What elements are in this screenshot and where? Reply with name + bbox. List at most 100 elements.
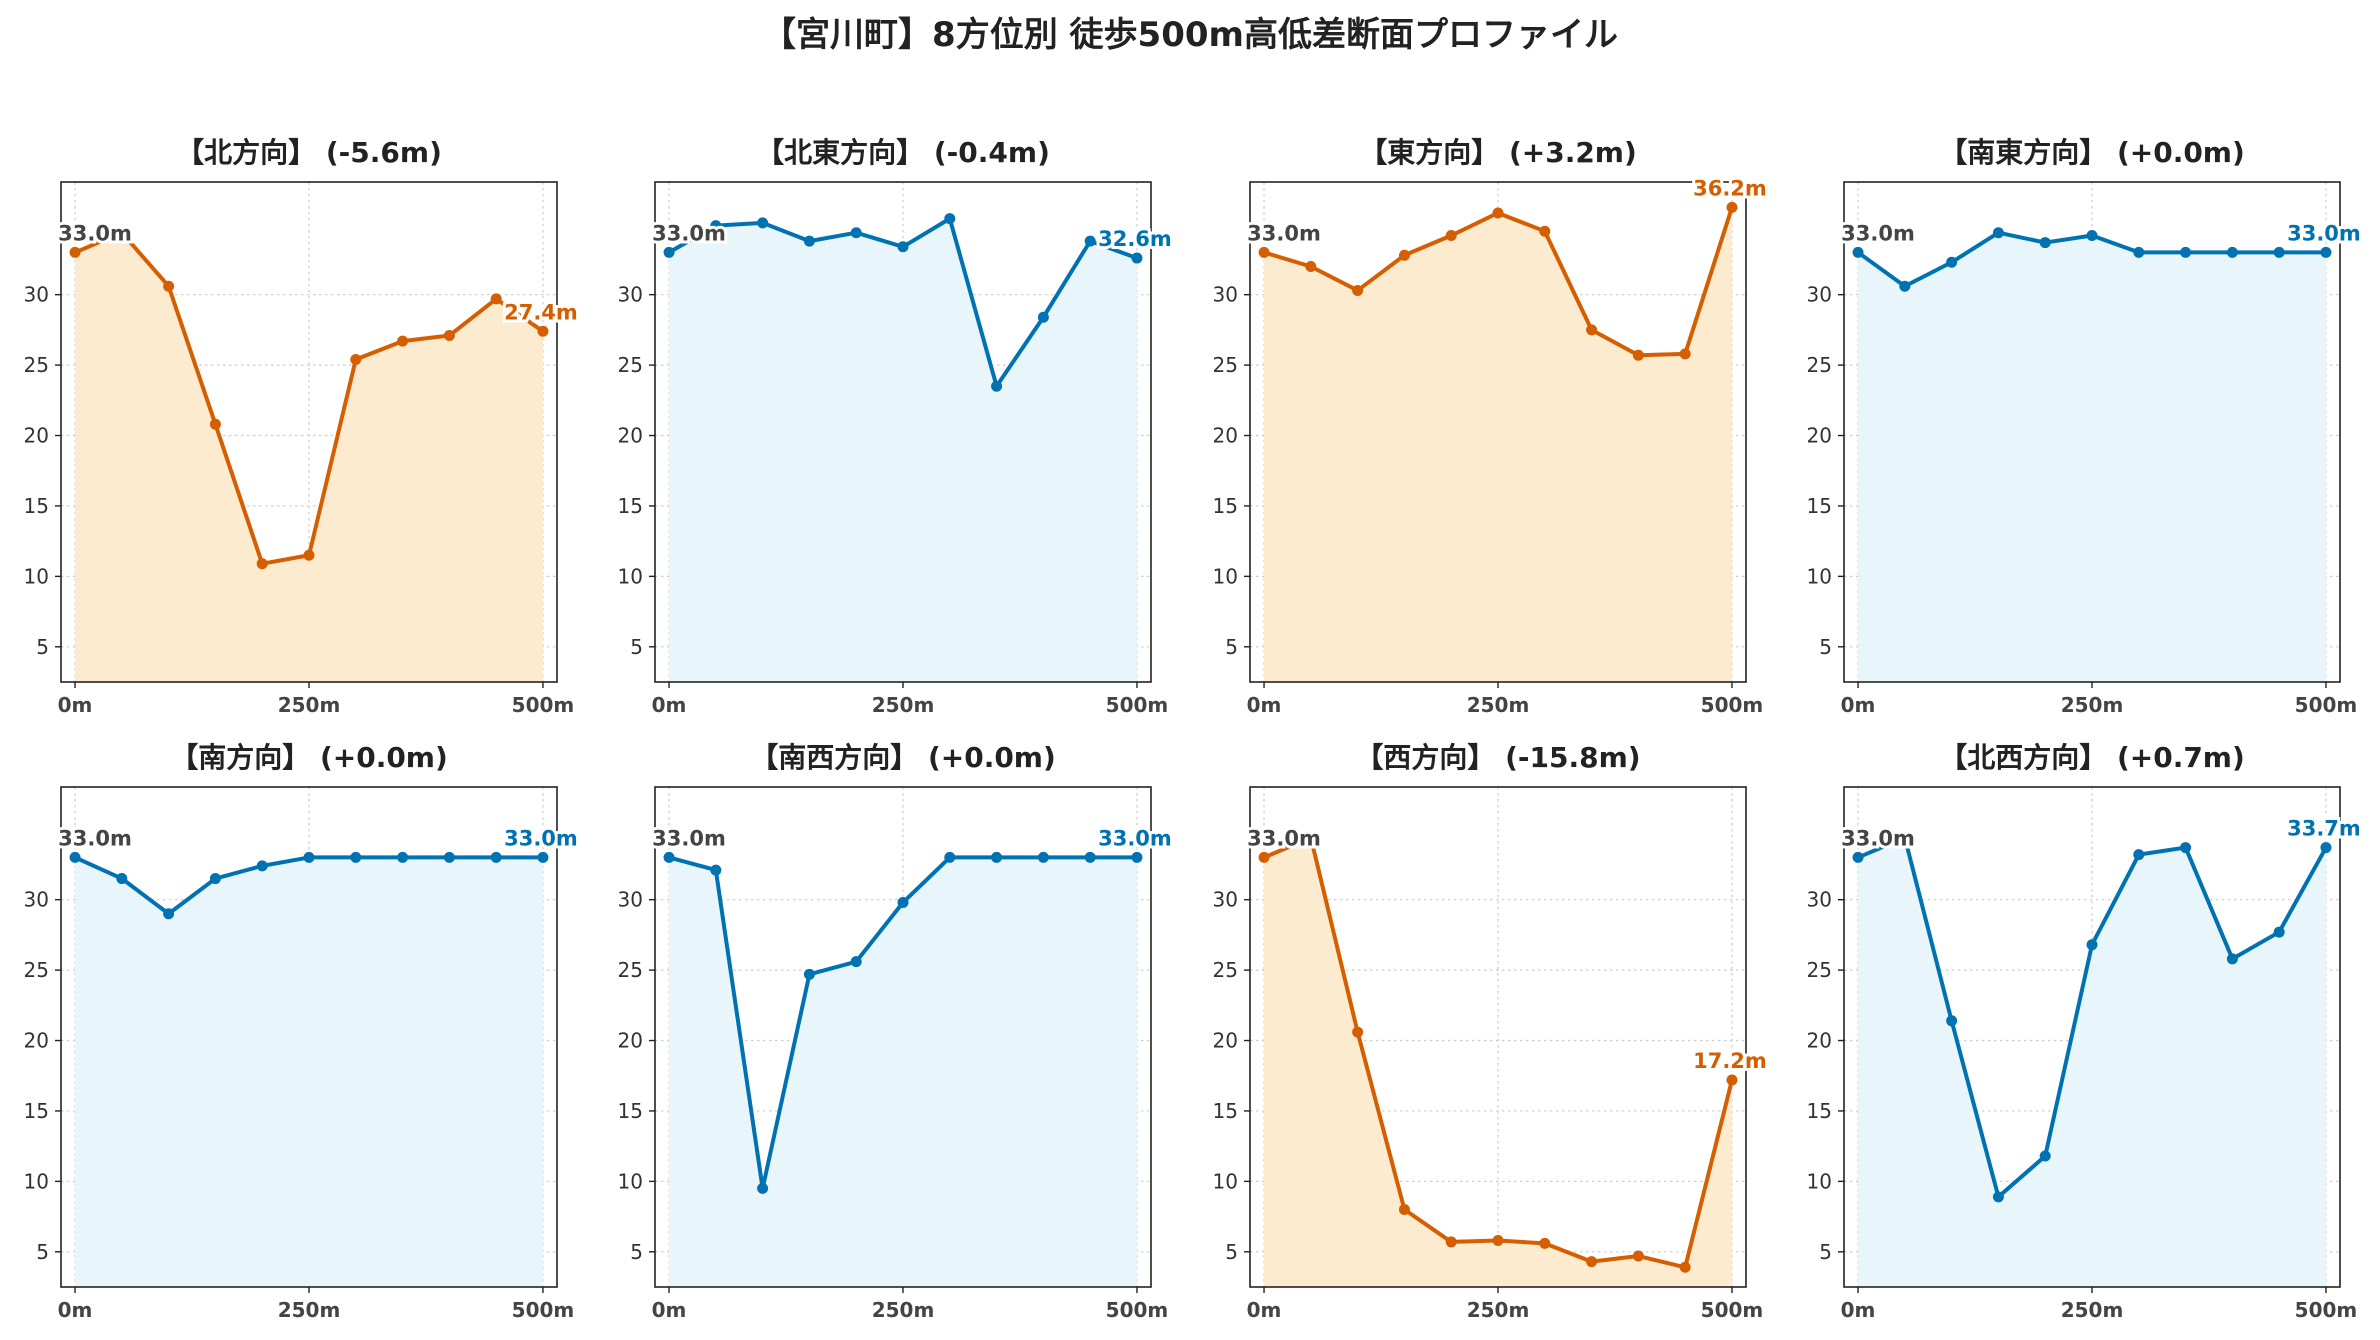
y-tick-label: 10 bbox=[618, 564, 643, 588]
end-elevation-label: 36.2m bbox=[1693, 176, 1767, 200]
data-point bbox=[710, 220, 722, 232]
y-tick-label: 20 bbox=[1807, 424, 1832, 448]
x-tick-label: 500m bbox=[1106, 1298, 1169, 1322]
y-tick-label: 15 bbox=[618, 494, 643, 518]
data-point bbox=[397, 335, 409, 347]
chart-panel-4: 【南東方向】 (+0.0m) 5 10 15 20 25 30 0m 250m 500m 33.0m… bbox=[1807, 136, 2364, 717]
data-point bbox=[1305, 832, 1317, 844]
panel-title: 【北西方向】 (+0.7m) bbox=[1939, 741, 2245, 774]
x-tick-label: 0m bbox=[58, 1298, 93, 1322]
start-elevation-label: 33.0m bbox=[1841, 221, 1915, 245]
y-tick-label: 10 bbox=[1807, 1169, 1832, 1193]
x-tick-label: 0m bbox=[652, 693, 687, 717]
y-tick-label: 5 bbox=[630, 1240, 643, 1264]
data-point bbox=[350, 353, 362, 365]
y-tick-label: 30 bbox=[618, 888, 643, 912]
panel-title: 【北方向】 (-5.6m) bbox=[176, 136, 442, 169]
data-point bbox=[537, 851, 549, 863]
y-tick-label: 20 bbox=[1213, 424, 1238, 448]
start-elevation-label: 33.0m bbox=[652, 826, 726, 850]
data-point bbox=[163, 280, 175, 292]
data-point bbox=[1586, 1256, 1598, 1268]
area-fill bbox=[1264, 207, 1732, 682]
y-tick-label: 5 bbox=[36, 635, 49, 659]
area-fill bbox=[75, 232, 543, 682]
y-tick-label: 5 bbox=[1819, 1240, 1832, 1264]
start-elevation-label: 33.0m bbox=[58, 826, 132, 850]
y-tick-label: 10 bbox=[24, 1169, 49, 1193]
x-tick-label: 500m bbox=[1701, 1298, 1764, 1322]
area-fill bbox=[669, 857, 1137, 1287]
data-point bbox=[1398, 1204, 1410, 1216]
area-fill bbox=[1858, 232, 2326, 682]
data-point bbox=[2133, 246, 2145, 258]
data-point bbox=[443, 851, 455, 863]
data-point bbox=[116, 873, 128, 885]
data-point bbox=[2133, 849, 2145, 861]
data-point bbox=[116, 227, 128, 239]
x-tick-label: 0m bbox=[1841, 1298, 1876, 1322]
x-tick-label: 500m bbox=[1701, 693, 1764, 717]
data-point bbox=[2086, 939, 2098, 951]
data-point bbox=[803, 968, 815, 980]
data-point bbox=[1539, 1237, 1551, 1249]
end-elevation-label: 33.0m bbox=[2287, 221, 2361, 245]
end-elevation-label: 33.0m bbox=[1098, 826, 1172, 850]
data-point bbox=[1899, 832, 1911, 844]
end-elevation-label: 17.2m bbox=[1693, 1049, 1767, 1073]
y-tick-label: 25 bbox=[24, 958, 49, 982]
y-tick-label: 5 bbox=[1225, 1240, 1238, 1264]
data-point bbox=[1992, 227, 2004, 239]
x-tick-label: 0m bbox=[1841, 693, 1876, 717]
start-elevation-label: 33.0m bbox=[1247, 826, 1321, 850]
y-tick-label: 10 bbox=[1807, 564, 1832, 588]
data-point bbox=[1037, 311, 1049, 323]
y-tick-label: 5 bbox=[36, 1240, 49, 1264]
y-tick-label: 30 bbox=[618, 283, 643, 307]
y-tick-label: 10 bbox=[1213, 564, 1238, 588]
y-tick-label: 15 bbox=[618, 1099, 643, 1123]
data-point bbox=[209, 873, 221, 885]
data-point bbox=[1445, 230, 1457, 242]
area-fill bbox=[1858, 837, 2326, 1287]
data-point bbox=[2039, 1150, 2051, 1162]
x-tick-label: 250m bbox=[872, 693, 935, 717]
area-fill bbox=[75, 857, 543, 1287]
data-point bbox=[490, 293, 502, 305]
data-point bbox=[163, 908, 175, 920]
data-point bbox=[1258, 246, 1270, 258]
data-point bbox=[69, 246, 81, 258]
x-tick-label: 500m bbox=[512, 1298, 575, 1322]
y-tick-label: 20 bbox=[24, 424, 49, 448]
y-tick-label: 25 bbox=[618, 353, 643, 377]
data-point bbox=[1679, 348, 1691, 360]
data-point bbox=[944, 213, 956, 225]
data-point bbox=[209, 418, 221, 430]
y-tick-label: 15 bbox=[1807, 494, 1832, 518]
data-point bbox=[1352, 1026, 1364, 1038]
y-tick-label: 15 bbox=[1807, 1099, 1832, 1123]
data-point bbox=[1037, 851, 1049, 863]
y-tick-label: 30 bbox=[1213, 888, 1238, 912]
data-point bbox=[1679, 1261, 1691, 1273]
data-point bbox=[1445, 1236, 1457, 1248]
data-point bbox=[850, 956, 862, 968]
data-point bbox=[897, 241, 909, 253]
data-point bbox=[897, 896, 909, 908]
data-point bbox=[1632, 349, 1644, 361]
y-tick-label: 25 bbox=[1807, 958, 1832, 982]
y-tick-label: 30 bbox=[24, 283, 49, 307]
data-point bbox=[1258, 851, 1270, 863]
data-point bbox=[1131, 252, 1143, 264]
data-point bbox=[2180, 246, 2192, 258]
x-tick-label: 500m bbox=[2295, 693, 2358, 717]
x-tick-label: 250m bbox=[1467, 1298, 1530, 1322]
data-point bbox=[397, 851, 409, 863]
figure-title: 【宮川町】8方位別 徒歩500m高低差断面プロファイル bbox=[762, 15, 1618, 55]
data-point bbox=[490, 851, 502, 863]
data-point bbox=[1305, 261, 1317, 273]
start-elevation-label: 33.0m bbox=[1841, 826, 1915, 850]
data-point bbox=[2226, 246, 2238, 258]
data-point bbox=[2039, 237, 2051, 249]
data-point bbox=[663, 246, 675, 258]
